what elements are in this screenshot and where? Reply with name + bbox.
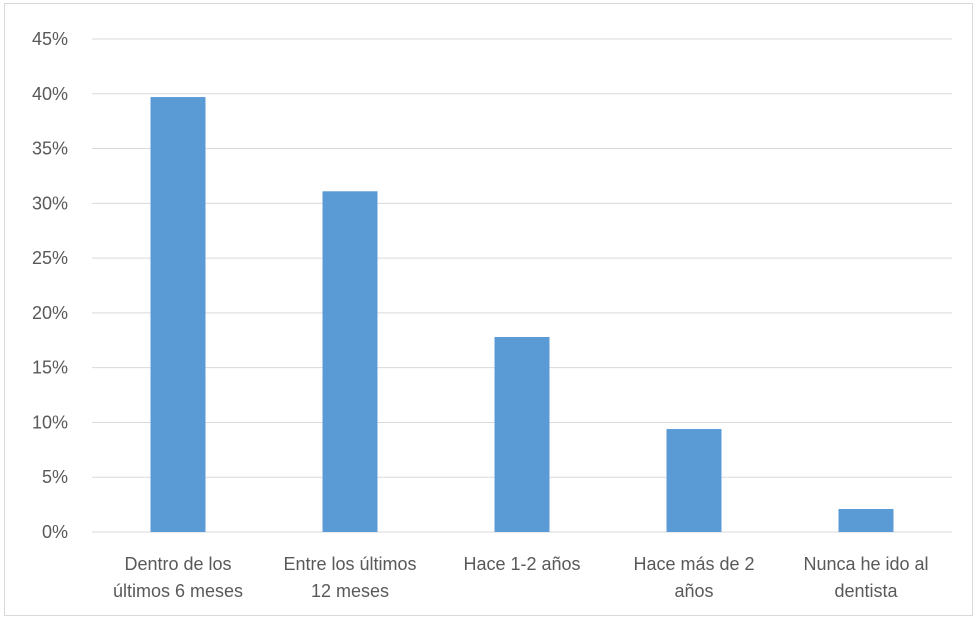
bars	[150, 97, 894, 532]
x-category-label-line: Hace más de 2	[633, 554, 754, 574]
x-category-label: Hace 1-2 años	[463, 554, 580, 574]
x-category-label-line: años	[674, 581, 713, 601]
x-category-label-line: dentista	[834, 581, 898, 601]
y-tick-label: 5%	[42, 467, 68, 487]
y-tick-label: 35%	[32, 139, 68, 159]
x-category-label-line: últimos 6 meses	[113, 581, 243, 601]
bar	[150, 97, 206, 532]
x-category-label: Entre los últimos 12 meses	[283, 554, 416, 601]
gridlines	[92, 38, 952, 533]
y-tick-label: 25%	[32, 248, 68, 268]
x-category-label: Nunca he ido al dentista	[803, 554, 928, 601]
y-tick-label: 45%	[32, 29, 68, 49]
bar	[322, 191, 378, 532]
x-category-label: Dentro de los últimos 6 meses	[113, 554, 243, 601]
x-category-label-line: Hace 1-2 años	[463, 554, 580, 574]
y-tick-label: 40%	[32, 84, 68, 104]
y-axis-ticks: 0% 5% 10% 15% 20% 25% 30% 35% 40% 45%	[32, 29, 68, 542]
x-category-label: Hace más de 2 años	[633, 554, 754, 601]
y-tick-label: 30%	[32, 193, 68, 213]
x-category-label-line: Nunca he ido al	[803, 554, 928, 574]
bar	[494, 336, 550, 532]
y-tick-label: 15%	[32, 358, 68, 378]
bar	[838, 508, 894, 532]
x-axis-labels: Dentro de los últimos 6 meses Entre los úl…	[113, 554, 929, 601]
bar	[666, 429, 722, 532]
y-tick-label: 20%	[32, 303, 68, 323]
y-tick-label: 10%	[32, 412, 68, 432]
x-category-label-line: Dentro de los	[124, 554, 231, 574]
x-category-label-line: Entre los últimos	[283, 554, 416, 574]
x-category-label-line: 12 meses	[311, 581, 389, 601]
y-tick-label: 0%	[42, 522, 68, 542]
